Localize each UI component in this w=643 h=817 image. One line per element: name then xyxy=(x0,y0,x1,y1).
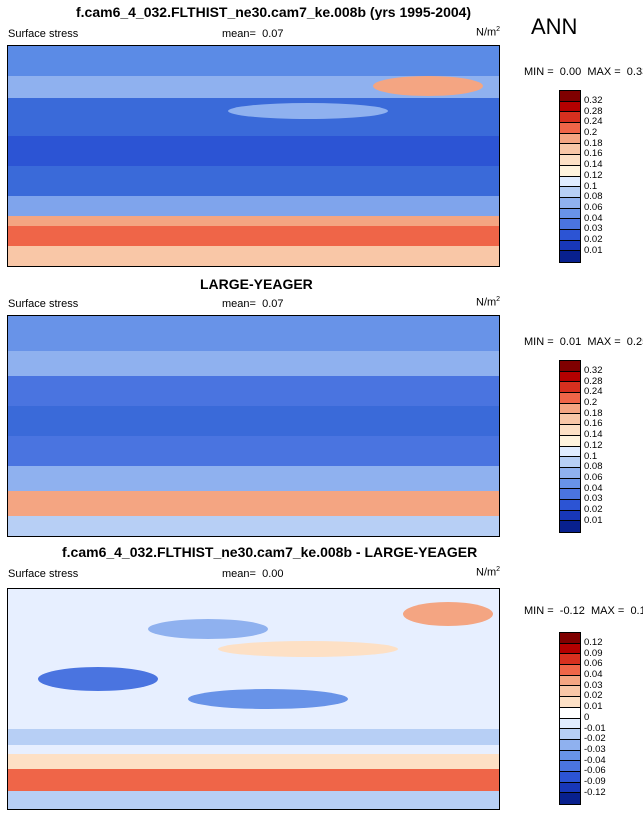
panel-1-minmax: MIN = 0.00 MAX = 0.33 xyxy=(524,66,643,78)
panel-2-minmax: MIN = 0.01 MAX = 0.25 xyxy=(524,336,643,348)
panel-3-map xyxy=(7,588,500,810)
panel-2-map xyxy=(7,315,500,537)
panel-3-colorbar xyxy=(559,632,581,805)
panel-1-units: N/m2 xyxy=(476,26,501,39)
panel-3-colorbar-ticks: 0.12 0.09 0.06 0.04 0.03 0.02 0.01 0 -0.01 -0.… xyxy=(584,637,606,798)
panel-2-variable: Surface stress xyxy=(8,298,79,310)
panel-3-variable: Surface stress xyxy=(8,568,79,580)
panel-1-title: f.cam6_4_032.FLTHIST_ne30.cam7_ke.008b (… xyxy=(76,4,472,20)
panel-3-mean: mean= 0.00 xyxy=(222,568,284,580)
panel-2-colorbar xyxy=(559,360,581,533)
panel-1-map xyxy=(7,45,500,267)
panel-1-colorbar xyxy=(559,90,581,263)
panel-2-units: N/m2 xyxy=(476,296,501,309)
panel-3-minmax: MIN = -0.12 MAX = 0.11 xyxy=(524,605,643,617)
panel-3-units: N/m2 xyxy=(476,566,501,579)
panel-1-colorbar-ticks: 0.32 0.28 0.24 0.2 0.18 0.16 0.14 0.12 0.1 0.0… xyxy=(584,95,603,256)
panel-1-variable: Surface stress xyxy=(8,28,79,40)
panel-2-title: LARGE-YEAGER xyxy=(200,276,313,292)
panel-2-mean: mean= 0.07 xyxy=(222,298,284,310)
panel-3-title: f.cam6_4_032.FLTHIST_ne30.cam7_ke.008b -… xyxy=(62,544,478,560)
panel-1-mean: mean= 0.07 xyxy=(222,28,284,40)
panel-2-colorbar-ticks: 0.32 0.28 0.24 0.2 0.18 0.16 0.14 0.12 0.1 0.0… xyxy=(584,365,603,526)
season-label: ANN xyxy=(531,14,578,39)
